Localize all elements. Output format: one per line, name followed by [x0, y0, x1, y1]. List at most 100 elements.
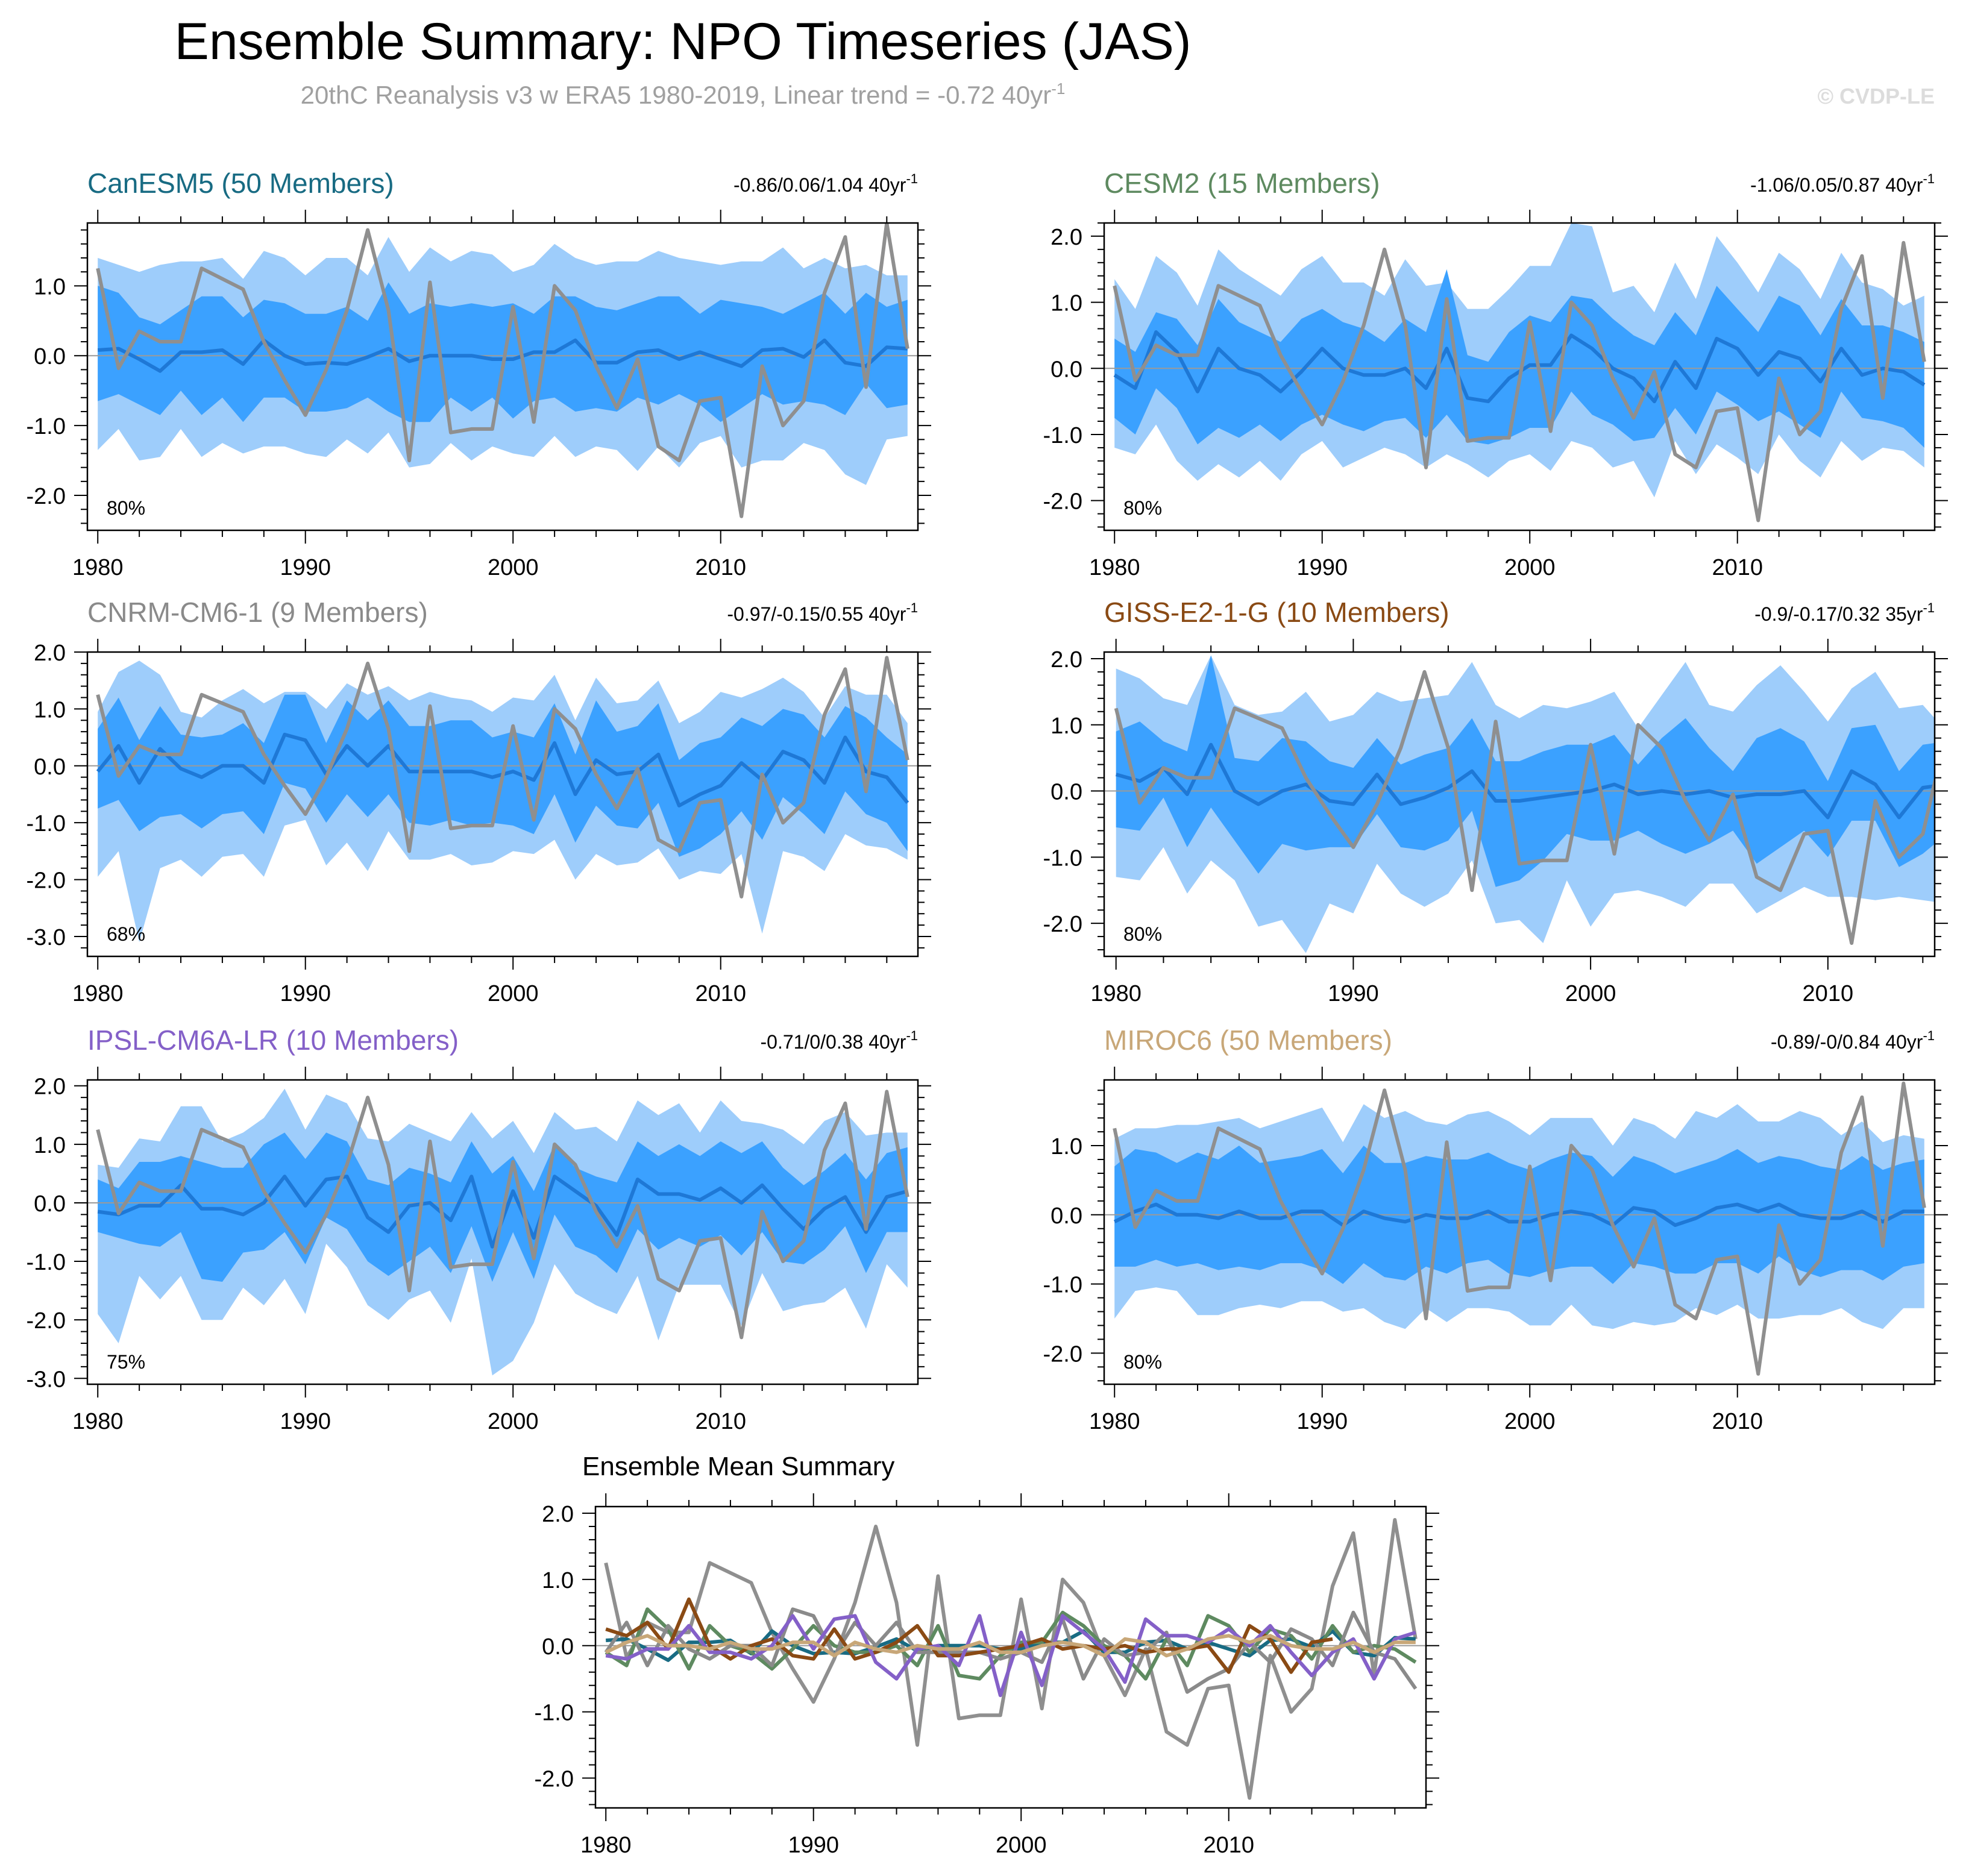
x-tick-label: 2010	[1712, 1409, 1763, 1434]
y-tick-label: 0.0	[542, 1634, 574, 1660]
trend-label: -0.9/-0.17/0.32 35yr-1	[1754, 600, 1935, 625]
trend-sup: -1	[1923, 171, 1935, 186]
trend-text: -0.86/0.06/1.04 40yr	[733, 174, 906, 196]
observations-line	[96, 1090, 909, 1340]
percent-label: 80%	[1123, 1351, 1162, 1373]
y-tick-label: 0.0	[34, 344, 66, 369]
plot-frame	[594, 1505, 1427, 1809]
plot-content	[87, 656, 918, 943]
x-tick-label: 2010	[695, 555, 746, 580]
y-tick-label: -3.0	[27, 925, 66, 950]
x-tick-label: 1980	[1090, 981, 1142, 1006]
series-line-5	[605, 1597, 1333, 1674]
panel-2: -2.0 -1.0 0.0 1.0 2.0 1980 1990 2000 2010 CESM2 (…	[1043, 168, 1948, 580]
y-tick-label: -1.0	[1043, 845, 1082, 871]
watermark-text: © CVDP-LE	[1817, 84, 1935, 108]
panel-title: MIROC6 (50 Members)	[1104, 1024, 1392, 1056]
y-tick-label: -1.0	[535, 1701, 574, 1726]
x-tick-label: 2000	[1504, 555, 1556, 580]
plot-content	[1104, 1081, 1935, 1376]
y-tick-label: 0.0	[1051, 1203, 1082, 1229]
figure-subtitle-sup: -1	[1051, 80, 1065, 98]
y-tick-label: -1.0	[27, 811, 66, 836]
panel-5: -3.0 -2.0 -1.0 0.0 1.0 2.0 1980 1990 2000 2010 IPS…	[27, 1024, 931, 1434]
percent-label: 80%	[107, 497, 145, 519]
y-tick-label: 1.0	[1051, 1134, 1082, 1159]
x-tick-label: 1990	[788, 1833, 839, 1858]
x-tick-label: 2000	[488, 981, 539, 1006]
y-tick-label: 0.0	[34, 754, 66, 780]
trend-text: -0.89/-0/0.84 40yr	[1771, 1031, 1923, 1053]
observations-line	[1114, 670, 1935, 945]
x-tick-label: 1980	[72, 1409, 124, 1434]
x-tick-label: 1990	[1328, 981, 1379, 1006]
plot-content	[87, 223, 918, 518]
x-tick-label: 2010	[695, 1409, 746, 1434]
y-tick-label: 1.0	[34, 274, 66, 300]
plot-frame	[1103, 222, 1936, 532]
y-tick-label: 1.0	[34, 697, 66, 723]
y-tick-label: 1.0	[1051, 291, 1082, 316]
y-tick-label: -3.0	[27, 1367, 66, 1392]
panel-6: -2.0 -1.0 0.0 1.0 1980 1990 2000 2010 MIROC6 (50…	[1043, 1024, 1948, 1434]
trend-sup: -1	[906, 171, 918, 186]
percent-label: 75%	[107, 1351, 145, 1373]
trend-sup: -1	[1923, 600, 1935, 615]
y-tick-label: -2.0	[27, 868, 66, 894]
panel-1: -2.0 -1.0 0.0 1.0 1980 1990 2000 2010 CanESM5 (5…	[27, 168, 931, 580]
y-tick-label: -2.0	[1043, 1341, 1082, 1367]
trend-sup: -1	[1923, 1028, 1935, 1043]
x-tick-label: 1990	[280, 555, 331, 580]
trend-text: -0.71/0/0.38 40yr	[761, 1031, 906, 1053]
inner-range-band	[1114, 269, 1924, 448]
percent-label: 68%	[107, 923, 145, 945]
percent-label: 80%	[1123, 923, 1162, 945]
figure-title: Ensemble Summary: NPO Timeseries (JAS)	[175, 13, 1192, 71]
observations-line	[1113, 240, 1926, 522]
panel-title: CNRM-CM6-1 (9 Members)	[87, 597, 428, 628]
x-tick-label: 2000	[488, 555, 539, 580]
x-tick-label: 1980	[72, 555, 124, 580]
trend-label: -0.97/-0.15/0.55 40yr-1	[727, 600, 918, 625]
x-tick-label: 2000	[1565, 981, 1616, 1006]
x-tick-label: 1990	[1296, 555, 1348, 580]
plot-frame	[86, 222, 919, 532]
plot-content	[1104, 655, 1935, 953]
trend-label: -0.86/0.06/1.04 40yr-1	[733, 171, 918, 196]
panels-group: -2.0 -1.0 0.0 1.0 1980 1990 2000 2010 CanESM5 (5…	[27, 168, 1948, 1858]
y-tick-label: -1.0	[1043, 423, 1082, 448]
ensemble-mean-line	[1115, 742, 1935, 820]
panel-title: GISS-E2-1-G (10 Members)	[1104, 597, 1449, 628]
x-tick-label: 1980	[72, 981, 124, 1006]
x-tick-label: 2010	[695, 981, 746, 1006]
y-tick-label: -2.0	[27, 1308, 66, 1334]
y-tick-label: -1.0	[27, 414, 66, 439]
y-tick-label: -1.0	[27, 1250, 66, 1275]
trend-label: -0.71/0/0.38 40yr-1	[761, 1028, 919, 1053]
inner-range-band	[1116, 655, 1935, 887]
trend-label: -0.89/-0/0.84 40yr-1	[1771, 1028, 1935, 1053]
y-tick-label: -2.0	[1043, 912, 1082, 937]
x-tick-label: 1990	[1296, 1409, 1348, 1434]
x-tick-label: 2000	[488, 1409, 539, 1434]
trend-sup: -1	[906, 1028, 918, 1043]
trend-sup: -1	[906, 600, 918, 615]
y-tick-label: 2.0	[34, 641, 66, 666]
x-tick-label: 1980	[1089, 1409, 1140, 1434]
series-line-7	[605, 1634, 1416, 1658]
x-tick-label: 1990	[280, 981, 331, 1006]
trend-label: -1.06/0.05/0.87 40yr-1	[1750, 171, 1935, 196]
plot-frame	[1103, 1079, 1936, 1385]
panel-title: CanESM5 (50 Members)	[87, 168, 394, 199]
panel-4: -2.0 -1.0 0.0 1.0 2.0 1980 1990 2000 2010 GISS-E2…	[1043, 597, 1948, 1006]
plot-content	[595, 1518, 1426, 1800]
y-tick-label: 2.0	[34, 1074, 66, 1100]
y-tick-label: 2.0	[1051, 647, 1082, 673]
y-tick-label: -2.0	[27, 484, 66, 509]
y-tick-label: 1.0	[34, 1133, 66, 1158]
panel-title: IPSL-CM6A-LR (10 Members)	[87, 1024, 459, 1056]
panel-7: -2.0 -1.0 0.0 1.0 2.0 1980 1990 2000 2010 Ensembl…	[535, 1452, 1439, 1858]
observations-line	[1113, 1081, 1926, 1376]
x-tick-label: 1990	[280, 1409, 331, 1434]
x-tick-label: 1980	[1089, 555, 1140, 580]
